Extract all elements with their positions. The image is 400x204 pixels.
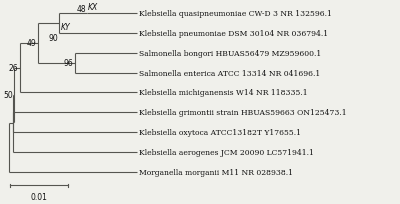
Text: 49: 49 <box>27 39 36 48</box>
Text: 0.01: 0.01 <box>31 192 48 201</box>
Text: Salmonella enterica ATCC 13314 NR 041696.1: Salmonella enterica ATCC 13314 NR 041696… <box>139 69 320 77</box>
Text: Klebsiella grimontii strain HBUAS59663 ON125473.1: Klebsiella grimontii strain HBUAS59663 O… <box>139 109 346 117</box>
Text: 90: 90 <box>48 34 58 43</box>
Text: KX: KX <box>88 3 98 12</box>
Text: Klebsiella oxytoca ATCC13182T Y17655.1: Klebsiella oxytoca ATCC13182T Y17655.1 <box>139 128 301 136</box>
Text: 96: 96 <box>64 59 74 68</box>
Text: Morganella morganii M11 NR 028938.1: Morganella morganii M11 NR 028938.1 <box>139 168 293 176</box>
Text: Salmonella bongori HBUAS56479 MZ959600.1: Salmonella bongori HBUAS56479 MZ959600.1 <box>139 50 321 58</box>
Text: Klebsiella pneumoniae DSM 30104 NR 036794.1: Klebsiella pneumoniae DSM 30104 NR 03679… <box>139 30 328 38</box>
Text: Klebsiella quasipneumoniae CW-D 3 NR 132596.1: Klebsiella quasipneumoniae CW-D 3 NR 132… <box>139 10 332 18</box>
Text: 50: 50 <box>4 91 13 100</box>
Text: KY: KY <box>60 22 70 31</box>
Text: 26: 26 <box>9 64 18 73</box>
Text: 48: 48 <box>76 5 86 14</box>
Text: Klebsiella aerogenes JCM 20090 LC571941.1: Klebsiella aerogenes JCM 20090 LC571941.… <box>139 148 314 156</box>
Text: Klebsiella michiganensis W14 NR 118335.1: Klebsiella michiganensis W14 NR 118335.1 <box>139 89 308 97</box>
